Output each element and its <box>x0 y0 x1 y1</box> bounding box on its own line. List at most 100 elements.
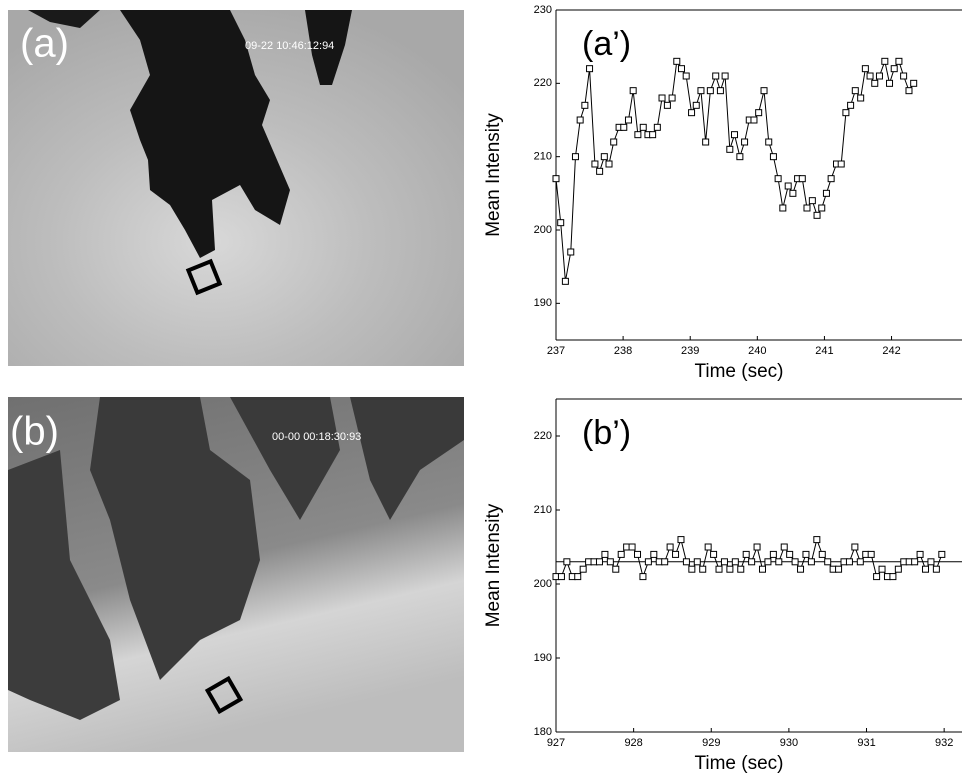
marker <box>561 277 569 285</box>
marker <box>726 145 734 153</box>
x-tick-label: 238 <box>614 345 632 357</box>
marker <box>791 558 799 566</box>
marker <box>605 160 613 168</box>
x-tick-label: 237 <box>547 345 565 357</box>
marker <box>900 72 908 80</box>
marker <box>721 72 729 80</box>
y-tick-label: 190 <box>534 297 552 309</box>
marker <box>649 131 657 139</box>
data-line <box>555 59 915 282</box>
marker <box>845 558 853 566</box>
marker <box>601 550 609 558</box>
marker <box>677 536 685 544</box>
marker <box>748 558 756 566</box>
marker <box>697 87 705 95</box>
marker <box>813 536 821 544</box>
annotation: (b’) <box>582 414 631 452</box>
y-tick-label: 200 <box>534 578 552 590</box>
marker <box>576 116 584 124</box>
marker <box>639 573 647 581</box>
marker <box>856 558 864 566</box>
marker <box>861 65 869 73</box>
marker <box>736 153 744 161</box>
panel-label: (b) <box>10 410 59 454</box>
marker <box>807 558 815 566</box>
marker <box>890 65 898 73</box>
marker <box>731 558 739 566</box>
dark-region <box>230 397 340 520</box>
marker <box>586 65 594 73</box>
marker <box>889 573 897 581</box>
marker <box>663 101 671 109</box>
marker <box>765 138 773 146</box>
marker <box>737 565 745 573</box>
marker <box>720 558 728 566</box>
marker <box>557 219 565 227</box>
marker <box>824 558 832 566</box>
marker <box>932 565 940 573</box>
marker <box>726 565 734 573</box>
marker <box>596 167 604 175</box>
dark-region <box>8 450 120 720</box>
marker <box>563 558 571 566</box>
marker <box>677 65 685 73</box>
x-axis-title: Time (sec) <box>694 361 783 382</box>
x-tick-label: 932 <box>935 737 953 749</box>
annotation: (a’) <box>582 25 631 63</box>
marker <box>798 175 806 183</box>
marker <box>878 565 886 573</box>
marker <box>851 87 859 95</box>
photo-a: (a) 09-22 10:46:12:94 <box>8 10 464 366</box>
marker <box>567 248 575 256</box>
marker <box>818 550 826 558</box>
marker <box>668 94 676 102</box>
marker <box>911 558 919 566</box>
marker <box>827 175 835 183</box>
marker <box>574 573 582 581</box>
dark-region <box>120 10 290 258</box>
marker <box>881 57 889 65</box>
marker <box>658 94 666 102</box>
marker <box>704 543 712 551</box>
marker <box>905 87 913 95</box>
marker <box>624 116 632 124</box>
marker <box>755 109 763 117</box>
marker <box>851 543 859 551</box>
marker <box>666 543 674 551</box>
dark-region <box>28 10 100 28</box>
marker <box>591 160 599 168</box>
marker <box>760 87 768 95</box>
y-tick-label: 200 <box>534 224 552 236</box>
marker <box>620 123 628 131</box>
x-tick-label: 239 <box>681 345 699 357</box>
marker <box>606 558 614 566</box>
x-axis-title: Time (sec) <box>694 753 783 774</box>
line-chart: 190 200 210 220 230 237 238 239 240 241 242 Time (s… <box>483 4 962 382</box>
marker <box>634 131 642 139</box>
marker <box>822 189 830 197</box>
marker <box>866 72 874 80</box>
y-tick-label: 210 <box>534 504 552 516</box>
marker <box>857 94 865 102</box>
marker <box>894 565 902 573</box>
y-tick-label: 230 <box>534 4 552 16</box>
marker <box>628 543 636 551</box>
x-tick-label: 241 <box>815 345 833 357</box>
marker <box>750 116 758 124</box>
marker <box>927 558 935 566</box>
marker <box>600 153 608 161</box>
marker <box>835 565 843 573</box>
marker <box>581 101 589 109</box>
marker <box>634 550 642 558</box>
x-tick-label: 240 <box>748 345 766 357</box>
marker <box>702 138 710 146</box>
marker <box>802 550 810 558</box>
x-tick-label: 242 <box>882 345 900 357</box>
marker <box>813 211 821 219</box>
marker <box>653 123 661 131</box>
marker <box>886 79 894 87</box>
x-tick-label: 930 <box>780 737 798 749</box>
x-tick-label: 931 <box>857 737 875 749</box>
panel-label: (a) <box>20 22 69 66</box>
marker <box>731 131 739 139</box>
